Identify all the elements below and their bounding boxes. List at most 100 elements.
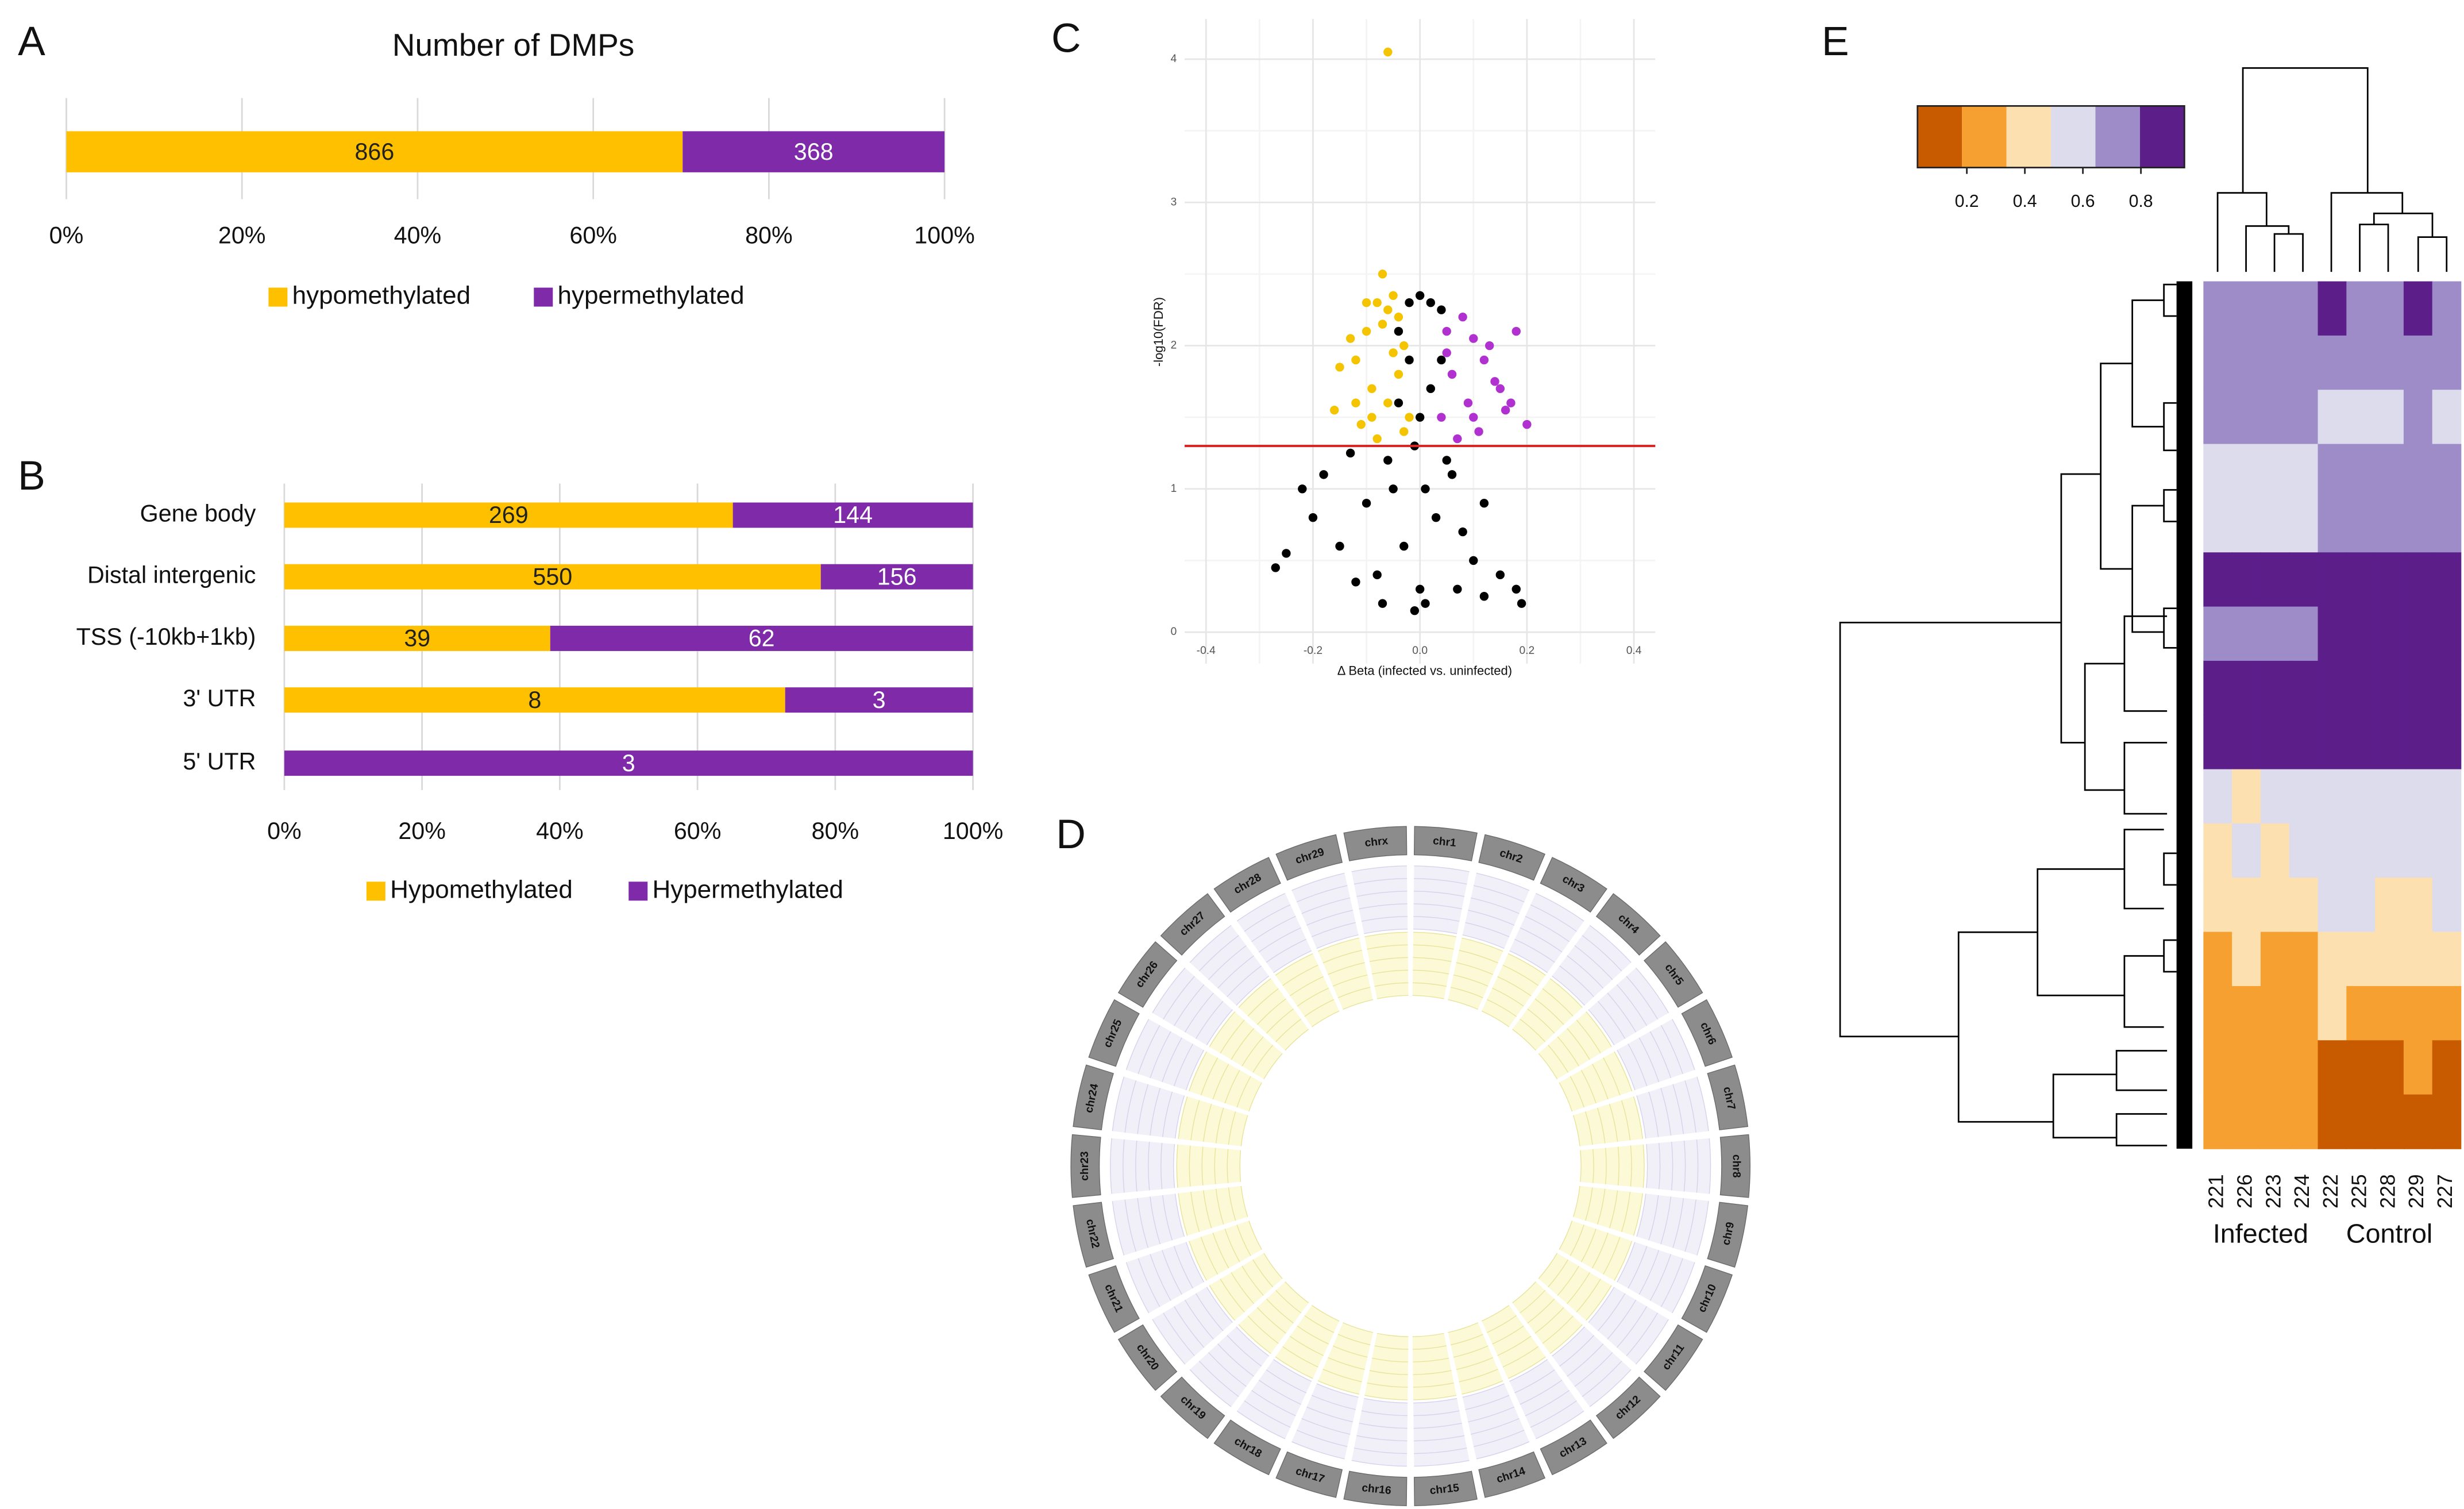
- track-line: [1570, 1225, 1584, 1256]
- track-line: [1247, 988, 1279, 1017]
- track-line: [1520, 1380, 1563, 1405]
- track-line: [1275, 953, 1313, 976]
- track-line: [1557, 1036, 1579, 1067]
- track-line: [1364, 1395, 1408, 1400]
- track-line: [1468, 1406, 1515, 1423]
- point: [1490, 377, 1499, 386]
- y-tick-label: 3: [1171, 196, 1177, 208]
- track-line: [1316, 1383, 1359, 1398]
- track-line: [1465, 922, 1510, 937]
- track-background: [1190, 925, 1269, 1006]
- point: [1437, 413, 1446, 422]
- track-line: [1356, 1435, 1408, 1442]
- track-line: [1266, 1008, 1294, 1034]
- track-line: [1251, 915, 1296, 942]
- track-line: [1636, 1095, 1646, 1139]
- track-line: [1189, 1145, 1191, 1187]
- heatmap-cell: [2432, 390, 2462, 445]
- x-tick-label: 80%: [812, 818, 859, 844]
- point: [1447, 369, 1457, 379]
- track-line: [1413, 929, 1457, 934]
- track-line: [1291, 1441, 1345, 1460]
- track-line: [1525, 1390, 1570, 1416]
- track-line: [1621, 1191, 1631, 1232]
- track-line: [1301, 897, 1351, 914]
- heatmap-cell: [2346, 335, 2376, 391]
- track-line: [1481, 1010, 1510, 1027]
- point: [1372, 298, 1382, 307]
- ideogram: [1681, 1265, 1733, 1333]
- point: [1367, 384, 1376, 394]
- heatmap-cell: [2203, 1094, 2232, 1149]
- heatmap-cell: [2403, 877, 2433, 933]
- track-line: [1502, 964, 1539, 986]
- track-line: [1137, 1025, 1160, 1075]
- point: [1421, 484, 1430, 494]
- track-line: [1367, 1382, 1408, 1388]
- heatmap-cell: [2260, 444, 2290, 499]
- track-line: [1412, 1345, 1447, 1350]
- data-label: 144: [833, 502, 873, 528]
- track-line: [1178, 1193, 1188, 1236]
- track-background: [1509, 893, 1584, 973]
- track-line: [1659, 1142, 1661, 1190]
- track-line: [1275, 1289, 1302, 1314]
- heatmap-cell: [2432, 877, 2462, 933]
- heatmap-cell: [2232, 769, 2261, 824]
- point: [1469, 413, 1478, 422]
- heatmap-cell: [2346, 931, 2376, 987]
- track-line: [1190, 1191, 1200, 1232]
- colorbar-tick-label: 0.4: [2013, 192, 2037, 211]
- track-line: [1203, 1190, 1212, 1229]
- heatmap-cell: [2232, 1094, 2261, 1149]
- heatmap-cell: [2232, 390, 2261, 445]
- track-line: [1275, 1356, 1313, 1379]
- track-line: [1471, 897, 1520, 914]
- heatmap-cell: [2318, 1094, 2347, 1149]
- heatmap-cell: [2318, 986, 2347, 1041]
- track-line: [1201, 1146, 1204, 1185]
- heatmap-cell: [2318, 931, 2347, 987]
- track-line: [1322, 1369, 1362, 1383]
- heatmap-cell: [2203, 660, 2232, 716]
- x-tick-label: 60%: [674, 818, 722, 844]
- column-label: 227: [2434, 1174, 2457, 1208]
- group-label: Infected: [2213, 1219, 2308, 1249]
- heatmap-cell: [2432, 281, 2462, 336]
- track-line: [1660, 1088, 1672, 1136]
- track-line: [1413, 1410, 1460, 1416]
- track-background: [1190, 1326, 1269, 1407]
- track-line: [1597, 1293, 1626, 1331]
- track-background: [1482, 1305, 1546, 1379]
- track-line: [1258, 1380, 1301, 1405]
- heatmap-cell: [2346, 877, 2376, 933]
- point: [1447, 470, 1457, 479]
- point: [1351, 398, 1360, 407]
- heatmap-cell: [2403, 660, 2433, 716]
- track-line: [1536, 892, 1584, 922]
- track-line: [1502, 1346, 1539, 1368]
- point: [1426, 384, 1435, 394]
- heatmap-cell: [2318, 606, 2347, 661]
- heatmap-cell: [2432, 715, 2462, 770]
- track-background: [1291, 873, 1359, 949]
- heatmap-cell: [2432, 823, 2462, 879]
- track-line: [1256, 998, 1286, 1025]
- heatmap-cell: [2375, 498, 2404, 553]
- heatmap-cell: [2289, 660, 2319, 716]
- heatmap-cell: [2318, 660, 2347, 716]
- track-line: [1476, 1441, 1530, 1460]
- heatmap-cell: [2375, 769, 2404, 824]
- heatmap-cell: [2403, 986, 2433, 1041]
- track-background: [1412, 932, 1456, 999]
- track-line: [1266, 1369, 1307, 1393]
- track-line: [1570, 1076, 1584, 1108]
- heatmap-cell: [2289, 1094, 2319, 1149]
- track-line: [1351, 865, 1407, 872]
- track-background: [1239, 1281, 1309, 1354]
- track-line: [1582, 935, 1622, 972]
- track-line: [1311, 922, 1356, 937]
- heatmap-cell: [2375, 931, 2404, 987]
- track-line: [1552, 1326, 1585, 1357]
- point: [1437, 355, 1446, 365]
